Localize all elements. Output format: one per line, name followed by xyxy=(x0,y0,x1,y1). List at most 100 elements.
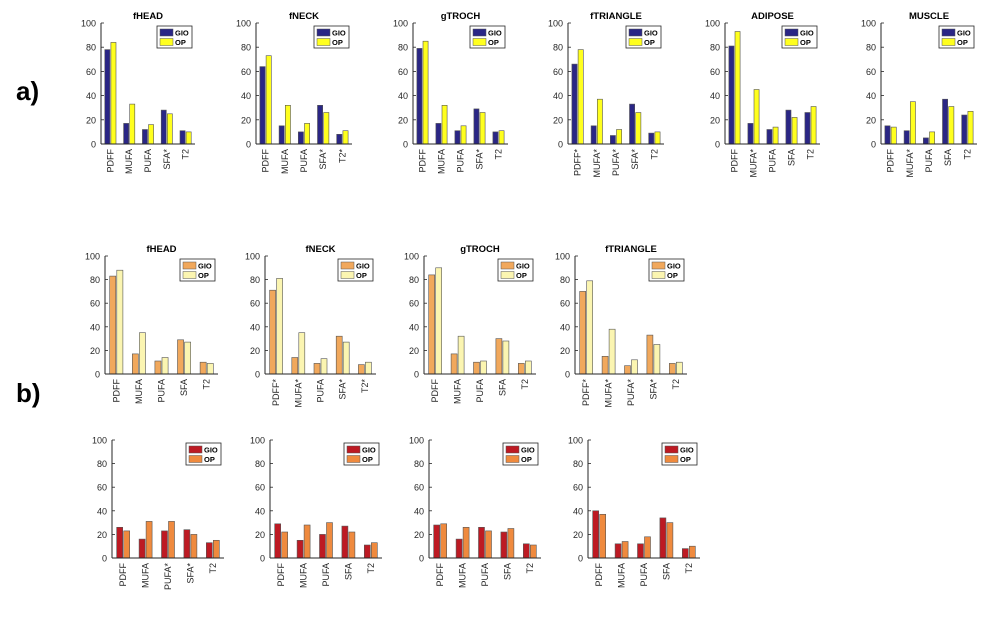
bar-op-2 xyxy=(129,103,136,145)
chart-title: fNECK xyxy=(289,11,319,22)
y-tick-label: 20 xyxy=(250,346,260,356)
bar-op-2 xyxy=(596,98,603,145)
x-tick-label: SFA* xyxy=(475,149,485,170)
x-tick-label: T2 xyxy=(202,379,212,390)
x-tick-label: SFA xyxy=(179,379,189,396)
x-tick-label: SFA* xyxy=(162,149,172,170)
bar-gio-5 xyxy=(681,548,689,559)
x-tick-label: MUFA* xyxy=(604,379,614,408)
y-tick-label: 100 xyxy=(250,436,265,446)
x-tick-label: T2* xyxy=(337,149,347,164)
legend-label: GIO xyxy=(680,446,694,455)
legend-swatch-op xyxy=(188,455,203,463)
legend-label: GIO xyxy=(516,262,530,271)
legend-label: GIO xyxy=(488,29,502,38)
bar-gio-3 xyxy=(313,363,321,375)
legend-label: OP xyxy=(198,271,209,280)
bar-op-3 xyxy=(616,129,622,145)
bar-gio-3 xyxy=(142,129,148,145)
bar-op-4 xyxy=(167,113,173,145)
bar-op-4 xyxy=(507,528,515,559)
bar-gio-2 xyxy=(296,539,304,559)
bar-op-5 xyxy=(529,544,537,559)
x-tick-label: PDFF xyxy=(435,563,445,587)
x-tick-label: PDFF xyxy=(730,149,740,173)
legend-swatch-gio xyxy=(628,28,643,37)
x-tick-label: PDFF xyxy=(111,379,121,403)
bar-gio-1 xyxy=(104,49,111,145)
x-tick-label: SFA xyxy=(497,379,507,396)
x-tick-label: MUFA xyxy=(134,379,144,404)
x-tick-label: PUFA* xyxy=(626,379,636,407)
bar-gio-5 xyxy=(804,112,811,145)
y-tick-label: 40 xyxy=(86,91,96,101)
bar-gio-2 xyxy=(614,543,622,559)
bar-gio-2 xyxy=(590,125,597,145)
bar-op-4 xyxy=(323,112,330,145)
x-tick-label: T2 xyxy=(684,563,694,574)
x-tick-label: PUFA xyxy=(157,379,167,403)
y-tick-label: 0 xyxy=(578,554,583,564)
y-tick-label: 100 xyxy=(548,19,563,29)
panel-label-a: a) xyxy=(16,76,40,106)
bar-op-3 xyxy=(148,124,154,145)
y-tick-label: 80 xyxy=(250,275,260,285)
bar-op-5 xyxy=(213,539,220,559)
x-tick-label: PDFF xyxy=(261,149,271,173)
x-tick-label: MUFA xyxy=(141,563,151,588)
y-tick-label: 100 xyxy=(404,252,419,262)
x-tick-label: MUFA xyxy=(124,149,134,174)
x-tick-label: PDFF xyxy=(118,563,128,587)
legend-label: GIO xyxy=(957,29,971,38)
legend-swatch-op xyxy=(664,455,679,463)
bar-gio-2 xyxy=(138,538,146,559)
bar-op-1 xyxy=(265,55,272,145)
x-tick-label: MUFA xyxy=(299,563,309,588)
bar-op-4 xyxy=(348,531,356,559)
bar-op-4 xyxy=(666,522,674,559)
y-tick-label: 0 xyxy=(715,140,720,150)
bar-gio-5 xyxy=(358,364,365,375)
bar-gio-2 xyxy=(903,130,910,145)
bar-gio-4 xyxy=(177,339,184,375)
x-tick-label: PUFA xyxy=(143,149,153,173)
x-tick-label: PDFF xyxy=(430,379,440,403)
bar-gio-4 xyxy=(317,105,323,145)
y-tick-label: 0 xyxy=(558,140,563,150)
y-tick-label: 80 xyxy=(414,459,424,469)
y-tick-label: 20 xyxy=(553,115,563,125)
x-tick-label: MUFA xyxy=(453,379,463,404)
bar-op-1 xyxy=(123,530,130,559)
y-tick-label: 20 xyxy=(398,115,408,125)
bar-op-3 xyxy=(161,357,169,375)
x-tick-label: SFA* xyxy=(648,379,658,400)
x-tick-label: PDFF* xyxy=(581,379,591,406)
bar-op-1 xyxy=(734,31,741,145)
y-tick-label: 20 xyxy=(409,346,419,356)
bar-gio-5 xyxy=(492,131,499,145)
legend-label: GIO xyxy=(332,29,346,38)
bar-gio-1 xyxy=(274,523,282,559)
chart-a2: 0 20 40 60 80 100 PDFF MUFA PUFA SFA* T2* fNECK GIOO… xyxy=(236,11,352,174)
bar-op-4 xyxy=(184,341,192,375)
x-tick-label: SFA* xyxy=(338,379,348,400)
y-tick-label: 60 xyxy=(414,483,424,493)
legend-swatch-op xyxy=(346,455,361,463)
y-tick-label: 100 xyxy=(705,19,720,29)
x-tick-label: T2 xyxy=(649,149,659,160)
bar-gio-3 xyxy=(624,365,631,375)
x-tick-label: MUFA xyxy=(617,563,627,588)
x-tick-label: PUFA xyxy=(475,379,485,403)
x-tick-label: PUFA xyxy=(316,379,326,403)
y-tick-label: 100 xyxy=(236,19,251,29)
y-tick-label: 20 xyxy=(710,115,720,125)
bar-gio-5 xyxy=(363,544,371,559)
bar-gio-1 xyxy=(433,524,441,559)
y-tick-label: 20 xyxy=(866,115,876,125)
bar-op-4 xyxy=(342,341,350,375)
bar-op-4 xyxy=(653,344,661,375)
